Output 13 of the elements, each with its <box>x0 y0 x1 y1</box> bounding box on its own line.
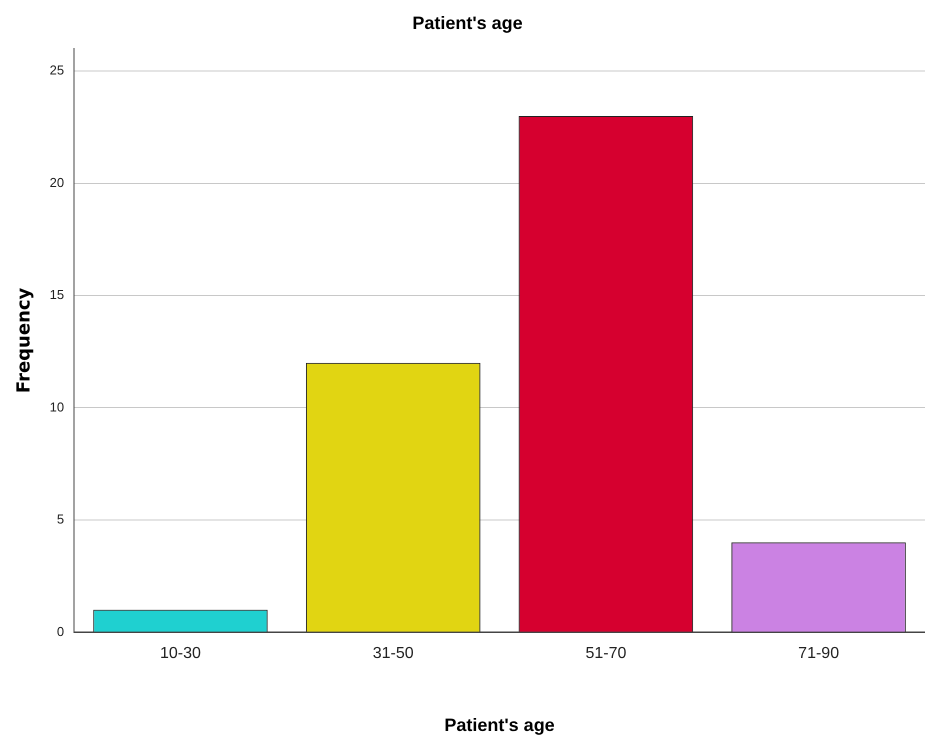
y-tick-label: 15 <box>50 287 64 302</box>
y-tick-label: 0 <box>56 624 64 639</box>
y-tick-label: 5 <box>56 512 64 527</box>
y-tick-label: 10 <box>50 399 64 414</box>
y-tick-label: 25 <box>50 62 64 78</box>
x-axis-title: Patient's age <box>444 715 555 736</box>
x-tick-label: 71-90 <box>798 645 840 662</box>
y-axis-title: Frequency <box>13 287 34 394</box>
x-tick-label: 31-50 <box>372 645 414 662</box>
chart-title: Patient's age <box>412 12 523 33</box>
y-tick-label: 20 <box>50 174 64 190</box>
x-tick-label: 10-30 <box>160 645 201 662</box>
x-tick-label: 51-70 <box>585 645 626 662</box>
